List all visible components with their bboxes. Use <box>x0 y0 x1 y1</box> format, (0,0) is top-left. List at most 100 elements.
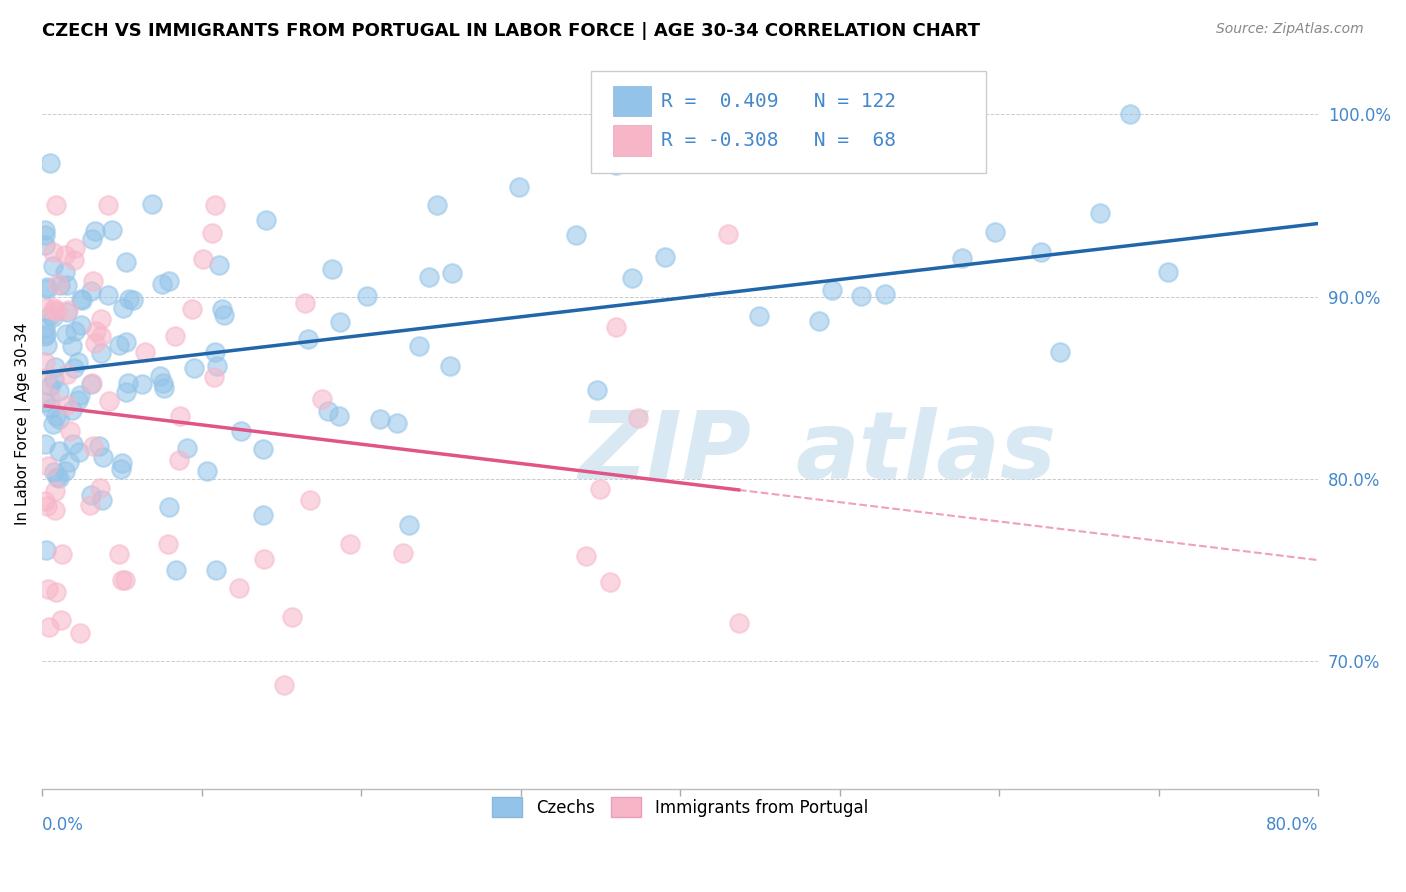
Point <box>163 329 186 343</box>
Point <box>97 287 120 301</box>
Point <box>51 547 73 561</box>
Point <box>851 289 873 303</box>
Point <box>84 324 107 338</box>
Point <box>149 368 172 383</box>
Point <box>440 266 463 280</box>
Point <box>35 301 58 316</box>
Point <box>169 409 191 424</box>
Point <box>253 551 276 566</box>
Point <box>65 242 87 256</box>
Point <box>82 439 104 453</box>
Point <box>131 377 153 392</box>
Point <box>356 289 378 303</box>
Point <box>273 678 295 692</box>
Point <box>46 277 69 291</box>
Point <box>34 329 56 343</box>
Point <box>48 471 70 485</box>
Point <box>49 613 72 627</box>
Point <box>329 315 352 329</box>
Point <box>80 232 103 246</box>
Point <box>112 301 135 316</box>
Text: Source: ZipAtlas.com: Source: ZipAtlas.com <box>1216 22 1364 37</box>
Point <box>439 359 461 373</box>
Point <box>46 304 69 318</box>
Point <box>599 575 621 590</box>
Point <box>426 198 449 212</box>
FancyBboxPatch shape <box>591 70 987 172</box>
Point <box>727 615 749 630</box>
Point <box>1029 245 1052 260</box>
Point <box>53 464 76 478</box>
Point <box>44 483 66 498</box>
Point <box>204 563 226 577</box>
Point <box>111 456 134 470</box>
Point <box>48 412 70 426</box>
Point <box>873 287 896 301</box>
FancyBboxPatch shape <box>613 86 651 117</box>
Point <box>117 376 139 390</box>
Point <box>150 277 173 292</box>
Point <box>165 563 187 577</box>
Point <box>111 573 134 587</box>
Point <box>45 198 67 212</box>
Point <box>134 345 156 359</box>
Point <box>34 394 56 409</box>
Point <box>34 223 56 237</box>
Point <box>1118 107 1140 121</box>
Point <box>1157 265 1180 279</box>
Point <box>35 542 58 557</box>
Point <box>56 278 79 293</box>
Point <box>82 376 104 390</box>
Point <box>58 455 80 469</box>
Point <box>101 223 124 237</box>
Point <box>141 197 163 211</box>
Legend: Czechs, Immigrants from Portugal: Czechs, Immigrants from Portugal <box>486 790 875 824</box>
Point <box>122 293 145 307</box>
Point <box>311 392 333 406</box>
Point <box>69 292 91 306</box>
Point <box>34 370 56 384</box>
Point <box>35 326 58 341</box>
Point <box>34 227 56 242</box>
Point <box>565 228 588 243</box>
Point <box>84 224 107 238</box>
Point <box>44 360 66 375</box>
Point <box>297 332 319 346</box>
Point <box>42 372 65 386</box>
Point <box>807 313 830 327</box>
Point <box>60 339 83 353</box>
Point <box>53 265 76 279</box>
Point <box>70 293 93 308</box>
Point <box>115 255 138 269</box>
Point <box>37 459 59 474</box>
Point <box>91 450 114 464</box>
Point <box>252 508 274 522</box>
Text: ZIP: ZIP <box>578 408 751 500</box>
Point <box>108 547 131 561</box>
Point <box>84 336 107 351</box>
Point <box>508 179 530 194</box>
Point <box>157 537 180 551</box>
Point <box>69 318 91 332</box>
Text: R =  0.409   N = 122: R = 0.409 N = 122 <box>661 92 896 111</box>
Point <box>66 392 89 407</box>
Point <box>45 585 67 599</box>
Point <box>42 417 65 431</box>
Point <box>183 360 205 375</box>
Point <box>152 376 174 390</box>
Point <box>821 283 844 297</box>
Point <box>717 227 740 241</box>
Point <box>66 354 89 368</box>
Point <box>157 274 180 288</box>
Point <box>211 301 233 316</box>
Point <box>339 537 361 551</box>
Point <box>605 320 627 334</box>
Point <box>39 401 62 416</box>
Point <box>79 499 101 513</box>
Text: 0.0%: 0.0% <box>42 816 84 834</box>
Text: CZECH VS IMMIGRANTS FROM PORTUGAL IN LABOR FORCE | AGE 30-34 CORRELATION CHART: CZECH VS IMMIGRANTS FROM PORTUGAL IN LAB… <box>42 22 980 40</box>
Point <box>63 360 86 375</box>
Point <box>35 499 58 513</box>
Point <box>252 442 274 457</box>
Point <box>180 301 202 316</box>
